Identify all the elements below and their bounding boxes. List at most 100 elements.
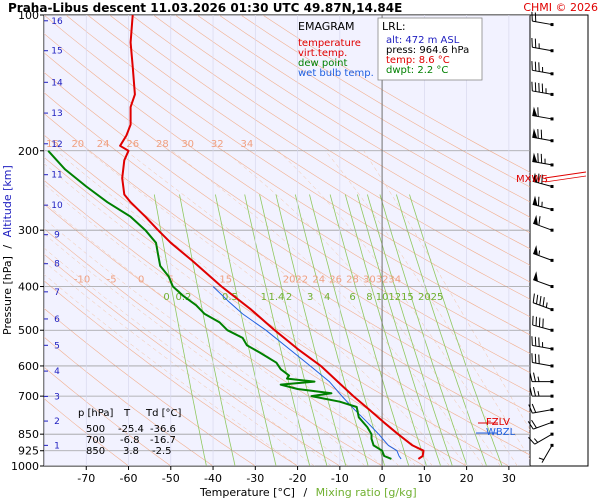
mixing-ratio-label: 2: [286, 292, 292, 303]
fzlv-label: FZLV: [486, 417, 510, 428]
altitude-tick-label: 5: [54, 341, 60, 351]
dry-adiabat-line: [218, 15, 530, 203]
x-tick-label: 0: [379, 472, 386, 485]
dry-adiabat-line: [44, 52, 530, 374]
wind-barb-feather: [542, 297, 545, 307]
wind-barb-station: [550, 92, 554, 96]
dry-adiabat-line: [175, 15, 530, 234]
adiabat-label: 24: [97, 139, 110, 150]
lrl-temperature: temp: 8.6 °C: [386, 55, 450, 66]
wind-barb-feather: [528, 437, 536, 445]
wind-barb-station: [550, 420, 554, 424]
x-tick-label: 20: [460, 472, 474, 485]
wind-barb: [529, 372, 554, 384]
legend-item-virt-temp: virt.temp.: [298, 48, 347, 59]
pressure-tick-label: 500: [18, 324, 39, 337]
wind-barb-feather: [539, 295, 542, 306]
mixing-ratio-label: 25: [431, 292, 444, 303]
lrl-heading: LRL:: [382, 20, 406, 33]
mixing-ratio-line: [215, 194, 277, 466]
mixing-ratio-label: 0.2: [176, 292, 192, 303]
altitude-tick-label: 16: [51, 17, 63, 27]
pressure-tick-label: 600: [18, 360, 39, 373]
mixing-ratio-label: 3: [307, 292, 313, 303]
wind-barb-pennant: [532, 172, 538, 183]
mxws-label: MXWS: [516, 174, 548, 185]
table-row-500-p: 500: [86, 424, 105, 435]
adiabat-label: 26: [329, 275, 342, 286]
mixing-ratio-label: 1: [261, 292, 267, 303]
wind-barb-station: [550, 408, 554, 412]
dry-adiabat-line: [44, 113, 530, 434]
mixing-ratio-label: 0: [163, 292, 169, 303]
mixing-ratio-label: 10: [376, 292, 389, 303]
legend-heading: EMAGRAM: [298, 20, 355, 33]
lrl-box: LRL: alt: 472 m ASL press: 964.6 hPa tem…: [377, 17, 483, 81]
adiabat-label: 32: [376, 275, 389, 286]
wind-barb: [538, 443, 554, 463]
wind-barb-pennant: [532, 152, 538, 163]
adiabat-label: 34: [388, 275, 401, 286]
wind-barb: [528, 403, 554, 414]
x-axis-ticks: -70 -60 -50 -40 -30 -20 -10 0 10 20 30: [77, 466, 516, 485]
mixing-ratio-labels: 0 0.2 0.5 1 1.4 2 3 4 6 8 10 12 15 20 25: [163, 292, 443, 303]
wind-barb: [531, 11, 554, 27]
wind-barb: [528, 432, 554, 445]
mixing-ratio-line: [329, 194, 410, 466]
x-tick-label: -20: [289, 472, 307, 485]
wind-barb-station: [550, 308, 554, 312]
mixing-ratio-label: 12: [388, 292, 401, 303]
altitude-tick-label: 10: [51, 201, 63, 211]
adiabat-label: 24: [312, 275, 325, 286]
table-row-500-td: -36.6: [150, 424, 176, 435]
wind-barb-station: [550, 364, 554, 368]
table-header-temp: T: [123, 408, 131, 419]
wind-barb: [533, 271, 554, 289]
wind-barb: [532, 172, 554, 188]
adiabat-label: 0: [138, 275, 144, 286]
sounding-profiles: [47, 15, 425, 460]
wind-barb: [531, 61, 554, 76]
mixing-ratio-label: 6: [349, 292, 355, 303]
pressure-tick-label: 1000: [11, 460, 39, 473]
x-tick-label: -60: [120, 472, 138, 485]
y-axis-label-pressure: Pressure [hPa]: [1, 256, 14, 335]
lrl-altitude: alt: 472 m ASL: [386, 35, 460, 46]
wind-barb-station: [550, 347, 554, 351]
adiabat-label: 22: [295, 275, 308, 286]
x-tick-label: 10: [417, 472, 431, 485]
y-axis-label: Pressure [hPa] / Altitude [km]: [1, 165, 14, 335]
mixing-ratio-lines: [153, 194, 503, 466]
adiabat-label: 30: [181, 139, 194, 150]
wind-barb-station: [550, 258, 554, 262]
adiabat-label: 15: [219, 275, 232, 286]
wind-barb: [531, 81, 554, 96]
x-tick-label: -70: [77, 472, 95, 485]
wind-barb-pennant: [533, 271, 538, 282]
isobars: [44, 15, 530, 466]
lrl-pressure: press: 964.6 hPa: [386, 45, 469, 56]
mixing-ratio-label: 15: [401, 292, 414, 303]
series-dew-point-line: [47, 150, 392, 460]
wind-barb-half-feather: [537, 376, 540, 382]
pressure-tick-label: 400: [18, 281, 39, 294]
mixing-ratio-line: [396, 194, 487, 466]
mixing-ratio-line: [153, 194, 207, 466]
mxws-line: [544, 171, 587, 179]
dry-adiabat-line: [44, 33, 530, 354]
mxws-line-2: [544, 175, 587, 183]
moist-adiabat-line: [325, 150, 530, 460]
mixing-ratio-line: [309, 194, 386, 466]
moist-adiabat-line: [44, 233, 349, 466]
mixing-ratio-label: 1.4: [268, 292, 284, 303]
mixing-ratio-label: 20: [418, 292, 431, 303]
mixing-ratio-line: [409, 194, 503, 466]
level-markers: MXWS FZLV WBZL: [476, 171, 587, 438]
wind-barb-station: [550, 208, 554, 212]
dry-adiabat-line: [131, 15, 530, 266]
wind-barb-station: [550, 432, 554, 436]
x-tick-label: -30: [246, 472, 264, 485]
wind-barb-pennant: [532, 106, 538, 117]
wind-barb-feather: [531, 419, 537, 429]
x-tick-label: -10: [331, 472, 349, 485]
